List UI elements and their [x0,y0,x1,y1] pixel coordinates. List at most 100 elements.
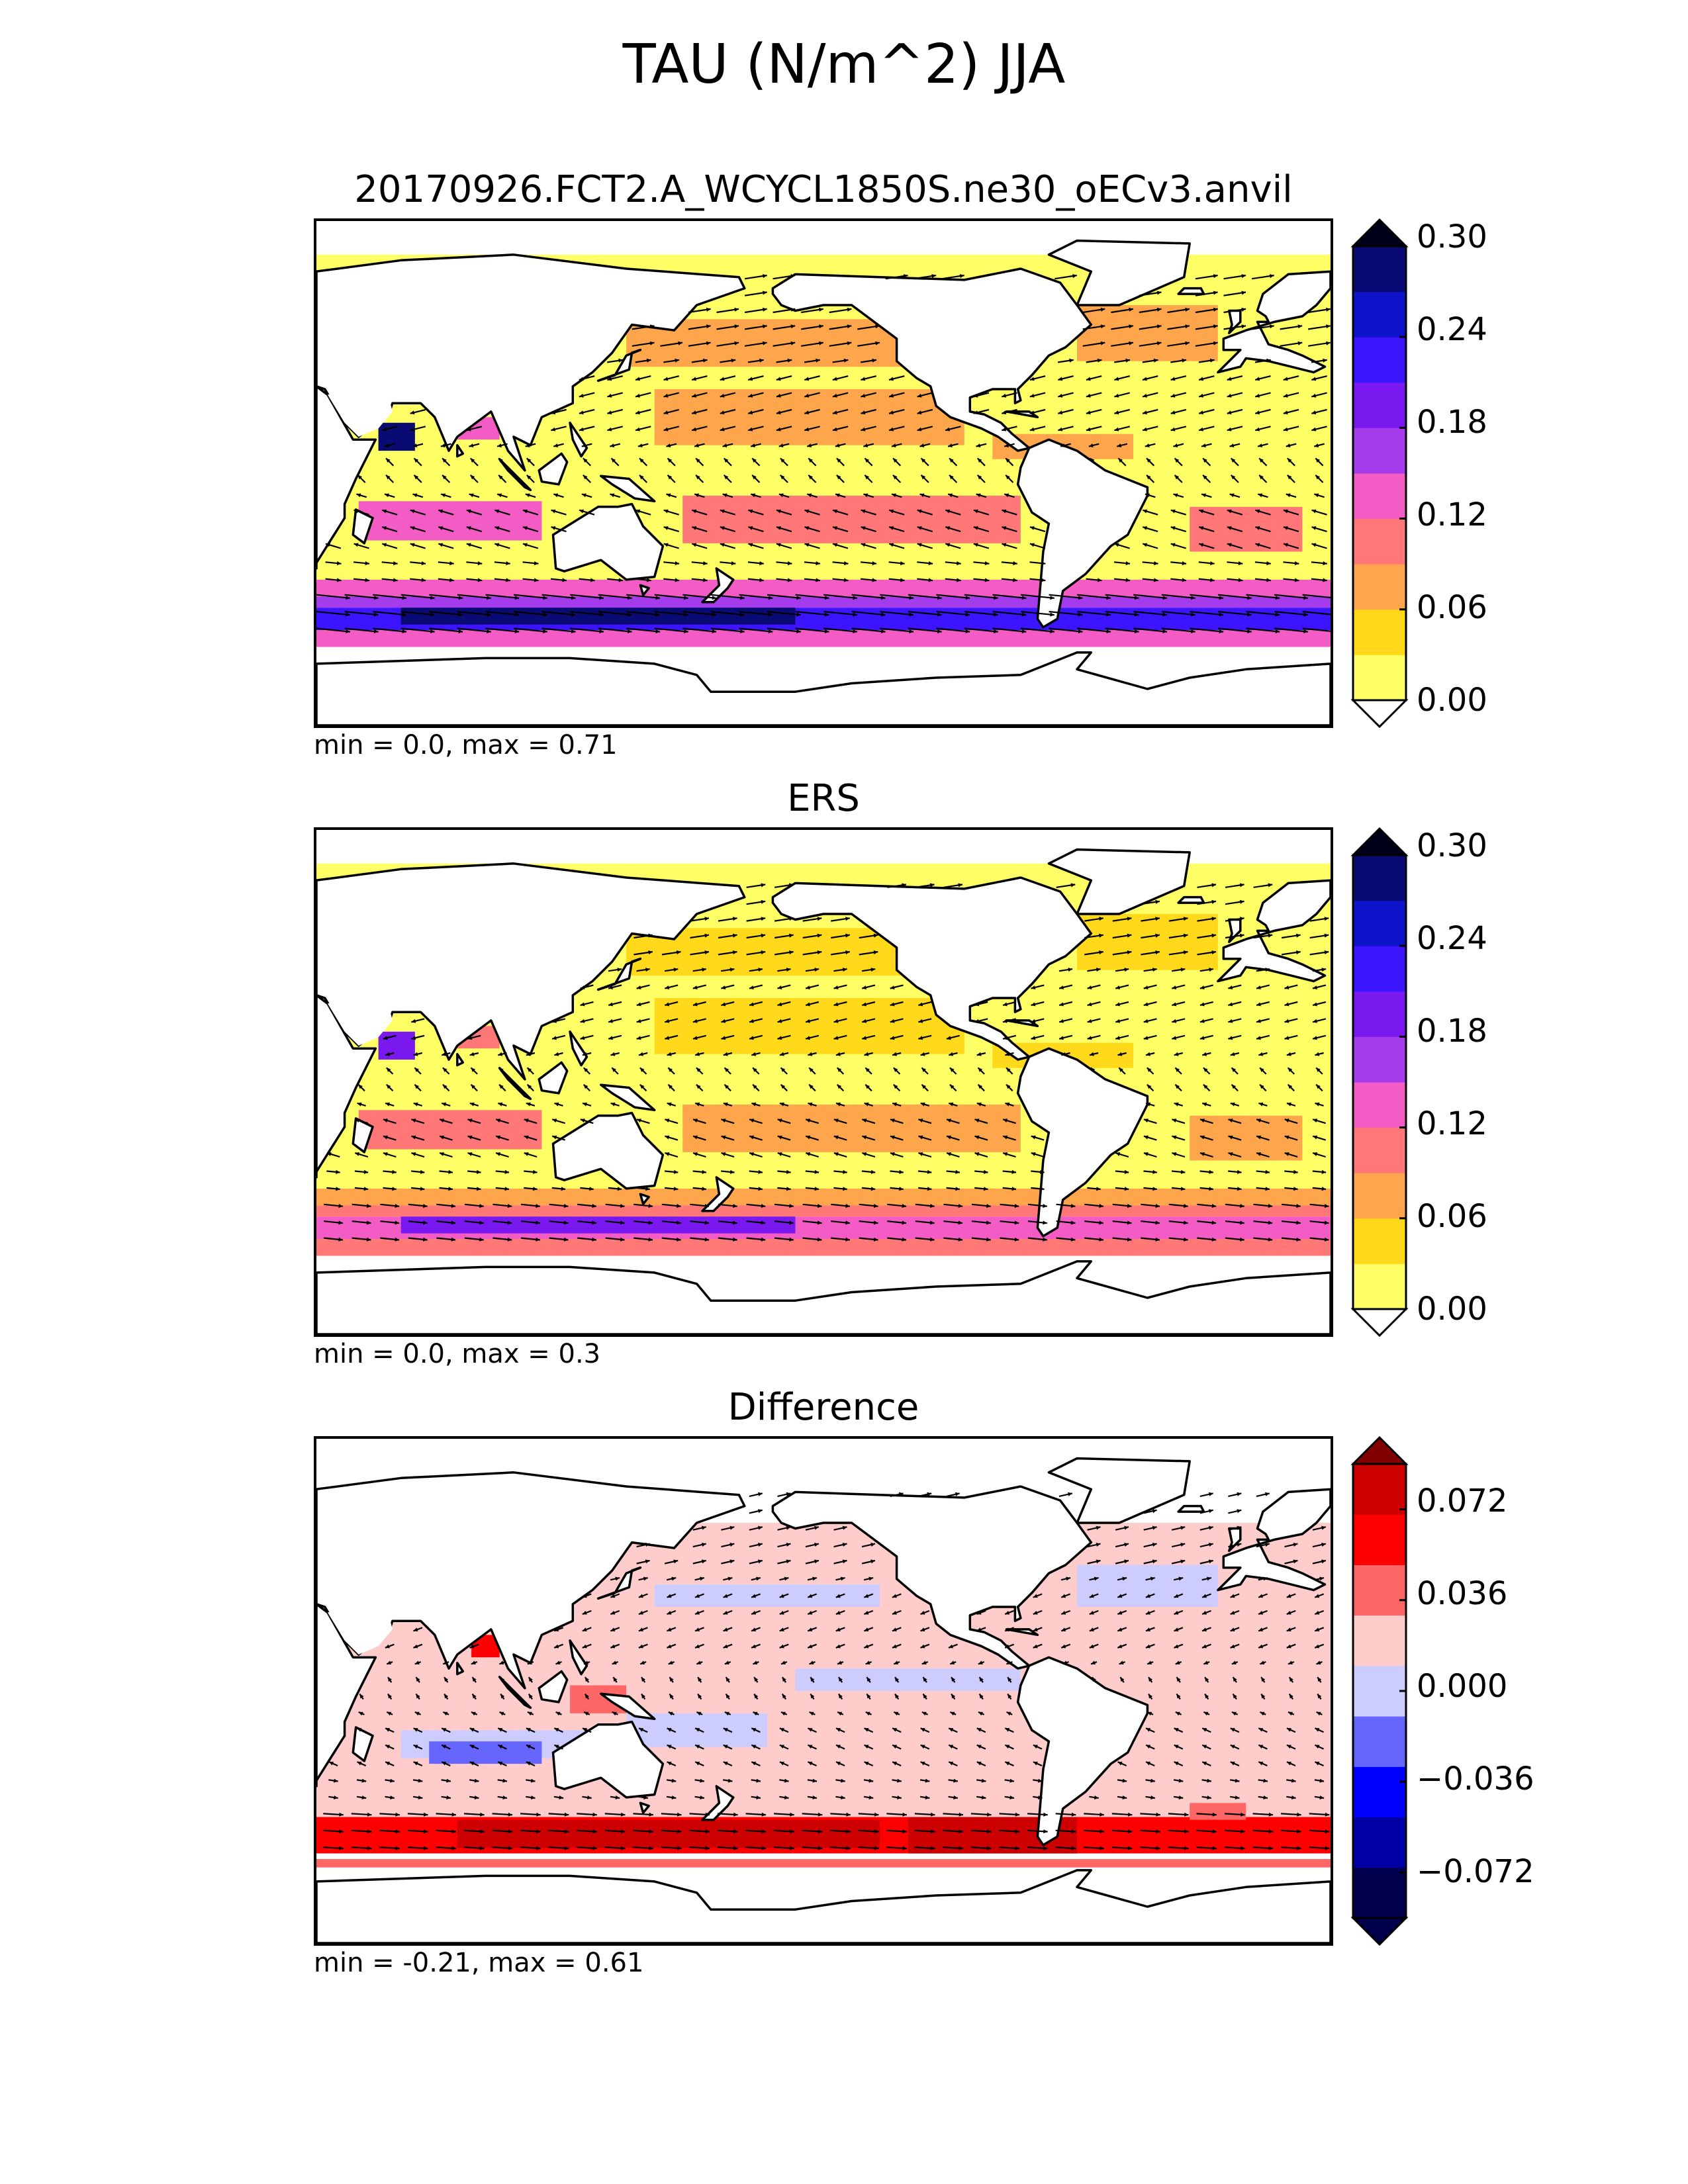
vector-arrowhead [530,1778,536,1783]
vector-arrowhead [1258,1745,1264,1749]
vector-arrowhead [1100,1846,1104,1850]
vector-arrowhead [843,578,849,582]
vector-arrowhead [1315,1761,1320,1766]
vector-arrowhead [931,1829,935,1834]
vector-arrowhead [753,1661,758,1664]
vector-arrowhead [1199,526,1204,530]
vector-arrow [541,594,576,599]
vector-arrowhead [950,1661,955,1664]
coastline-southamerica [1016,438,1149,629]
vector-arrowhead [1184,1204,1188,1208]
vector-arrowhead [861,377,866,381]
vector-arrowhead [1319,1796,1325,1799]
vector-arrowhead [868,1576,874,1581]
cbar-tick-label: 0.18 [1417,404,1487,441]
vector-arrowhead [700,1576,704,1581]
vector-arrowhead [874,1812,879,1817]
vector-arrowhead [1297,1812,1301,1817]
vector-arrowhead [1311,543,1317,547]
vector-arrowhead [973,543,978,547]
vector-arrowhead [451,1220,456,1225]
vector-arrowhead [979,1677,984,1682]
vector-arrowhead [892,1745,898,1749]
vector-arrowhead [527,1661,532,1664]
vector-arrowhead [466,526,471,530]
vector-arrowhead [677,1812,682,1817]
vector-arrowhead [592,1237,596,1242]
vector-arrowhead [1268,1846,1274,1850]
vector-arrowhead [357,1102,362,1107]
vector-arrow [964,627,998,633]
vector-arrowhead [359,1694,364,1699]
vector-arrowhead [592,1812,597,1817]
vector-arrow [767,594,801,599]
vector-arrowhead [1270,324,1274,329]
vector-arrowhead [1002,509,1007,514]
vector-arrowhead [740,629,745,633]
vector-arrowhead [1117,1761,1123,1766]
vector-arrowhead [695,1745,700,1749]
vector-arrowhead [1199,410,1203,415]
vector-arrowhead [1255,393,1260,398]
vector-arrowhead [607,377,612,381]
vector-arrowhead [1059,985,1064,989]
vector-arrowhead [382,509,387,514]
vector-arrowhead [1315,1102,1320,1107]
vector-arrowhead [1314,443,1319,447]
vector-arrowhead [393,561,398,566]
vector-arrow [1217,611,1252,616]
vector-arrowhead [1094,1796,1099,1799]
vector-arrow [682,594,717,599]
vector-arrowhead [698,1677,702,1682]
vector-arrowhead [1156,1846,1160,1850]
vector-arrowhead [1316,1711,1321,1716]
vector-arrowhead [1172,1152,1177,1156]
vector-arrow [1020,594,1055,599]
vector-arrowhead [564,1846,569,1850]
vector-arrowhead [1203,1711,1209,1716]
vector-arrowhead [525,443,530,447]
vector-arrowhead [663,543,669,547]
vector-arrowhead [579,509,584,514]
vector-arrowhead [723,1594,728,1598]
vector-arrowhead [949,1102,954,1107]
vector-arrowhead [1211,917,1216,921]
vector-arrowhead [684,612,688,617]
vector-arrowhead [612,1661,617,1664]
vector-arrowhead [356,493,361,498]
vector-arrowhead [1162,596,1167,600]
vector-arrowhead [667,1745,672,1749]
vector-arrowhead [917,427,922,432]
vector-arrowhead [861,393,866,398]
coastline-newguinea [600,475,656,503]
vector-arrowhead [1202,1761,1207,1766]
vector-arrowhead [909,612,914,617]
vector-arrowhead [853,629,857,633]
vector-arrow [626,594,661,599]
vector-arrowhead [1143,1002,1149,1007]
vector-arrowhead [732,917,737,921]
vector-arrowhead [1323,578,1327,582]
vector-arrow [1246,611,1280,616]
vector-arrowhead [1096,1543,1101,1547]
vector-arrowhead [552,1135,557,1140]
vector-arrow [851,611,886,616]
vector-arrowhead [639,1052,643,1056]
vector-arrowhead [1040,1169,1045,1174]
colorbar-segment [1353,382,1406,428]
vector-arrowhead [790,341,796,345]
vector-arrowhead [1033,1745,1038,1749]
vector-arrowhead [705,1846,710,1850]
cbar-tick-label: 0.072 [1417,1482,1508,1520]
vector-arrowhead [1127,1812,1133,1817]
vector-arrowhead [1150,1796,1155,1799]
vector-arrowhead [1115,985,1120,989]
vector-arrowhead [808,475,813,480]
vector-arrowhead [918,1036,923,1040]
vector-arrowhead [1094,1576,1099,1581]
vector-arrowhead [1152,1509,1157,1514]
vector-arrowhead [790,1812,794,1817]
vector-arrowhead [1005,1745,1010,1749]
vector-arrowhead [410,427,415,432]
vector-arrowhead [677,1829,682,1834]
